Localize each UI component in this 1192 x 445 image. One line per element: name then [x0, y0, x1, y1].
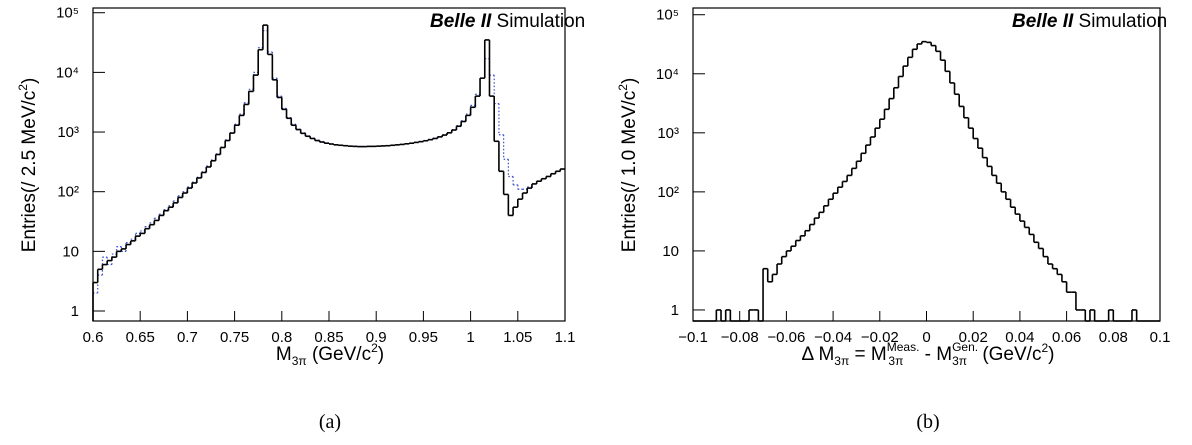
caption: (a)	[319, 411, 341, 433]
x-tick-label: 0.6	[83, 329, 104, 346]
x-tick-label: 0.9	[366, 329, 387, 346]
annotation-bold: Belle II	[1012, 11, 1074, 32]
caption: (b)	[916, 411, 939, 433]
y-tick-label: 1	[671, 302, 679, 319]
label-part: (GeV/c	[977, 344, 1041, 365]
label-part: Δ M	[802, 344, 835, 365]
y-tick-label: 10⁵	[56, 5, 79, 22]
label-part: )	[1048, 344, 1054, 365]
annotation: Belle II Simulation	[1012, 11, 1167, 32]
label-part: = M	[849, 344, 886, 365]
x-tick-label: 0.95	[409, 329, 438, 346]
label-part: M	[276, 344, 292, 365]
plot-frame	[692, 7, 1161, 322]
y-tick-label: 10	[62, 243, 79, 260]
x-tick-label: 0.1	[1150, 329, 1171, 346]
x-tick-label: −0.04	[814, 329, 852, 346]
label-part: - M	[919, 344, 952, 365]
x-tick-label: 0.75	[220, 329, 249, 346]
label-sub: 3π	[952, 354, 967, 368]
label-sup: 2	[1041, 341, 1048, 355]
label-sup: 2	[616, 84, 630, 91]
label-part: )	[378, 344, 384, 365]
x-tick-label: 0.7	[177, 329, 198, 346]
y-tick-label: 10	[662, 243, 679, 260]
annotation-bold: Belle II	[430, 11, 492, 32]
y-tick-label: 10⁵	[656, 7, 679, 24]
y-tick-label: 1	[71, 303, 79, 320]
x-tick-label: 0	[922, 329, 930, 346]
y-tick-label: 10³	[57, 124, 79, 141]
y-tick-label: 10⁴	[56, 64, 79, 81]
x-tick-label: 1.05	[503, 329, 532, 346]
label-part: Entries(/ 2.5 MeV/c	[19, 91, 40, 253]
label-sub: 3π	[834, 354, 849, 368]
y-tick-label: 10⁴	[656, 66, 679, 83]
annotation-rest: Simulation	[491, 11, 585, 32]
y-axis-label: Entries(/ 2.5 MeV/c2)	[16, 78, 40, 253]
label-part: )	[19, 78, 40, 84]
y-axis-label: Entries(/ 1.0 MeV/c2)	[616, 78, 640, 253]
x-tick-label: 0.02	[959, 329, 988, 346]
y-tick-label: 10²	[57, 184, 79, 201]
x-tick-label: 1.1	[555, 329, 576, 346]
y-tick-label: 10³	[657, 125, 679, 142]
label-sup: 2	[371, 341, 378, 355]
label-sub: 3π	[292, 354, 307, 368]
x-tick-label: −0.02	[861, 329, 899, 346]
label-part: Entries(/ 1.0 MeV/c	[619, 91, 640, 253]
x-tick-label: 0.08	[1099, 329, 1128, 346]
x-tick-label: 0.85	[314, 329, 343, 346]
label-sup: Gen.	[952, 340, 978, 354]
label-sup: Meas.	[887, 340, 920, 354]
y-tick-label: 10²	[657, 184, 679, 201]
x-axis-label: M3π (GeV/c2)	[276, 341, 384, 368]
annotation: Belle II Simulation	[430, 11, 585, 32]
x-tick-label: 1	[466, 329, 474, 346]
plot-frame	[92, 7, 566, 322]
x-tick-label: 0.06	[1052, 329, 1081, 346]
x-axis-label: Δ M3π = MMeas. 3π - MGen. 3π (GeV/c2)	[802, 340, 1055, 368]
label-sub: 3π	[888, 354, 903, 368]
x-tick-label: −0.08	[721, 329, 759, 346]
x-tick-label: 0.04	[1005, 329, 1034, 346]
label-part: (GeV/c	[307, 344, 371, 365]
x-tick-label: 0.8	[271, 329, 292, 346]
x-tick-label: 0.65	[126, 329, 155, 346]
x-tick-label: −0.06	[767, 329, 805, 346]
x-tick-label: −0.1	[678, 329, 708, 346]
label-part: )	[619, 78, 640, 84]
label-sup: 2	[16, 84, 30, 91]
annotation-rest: Simulation	[1073, 11, 1167, 32]
